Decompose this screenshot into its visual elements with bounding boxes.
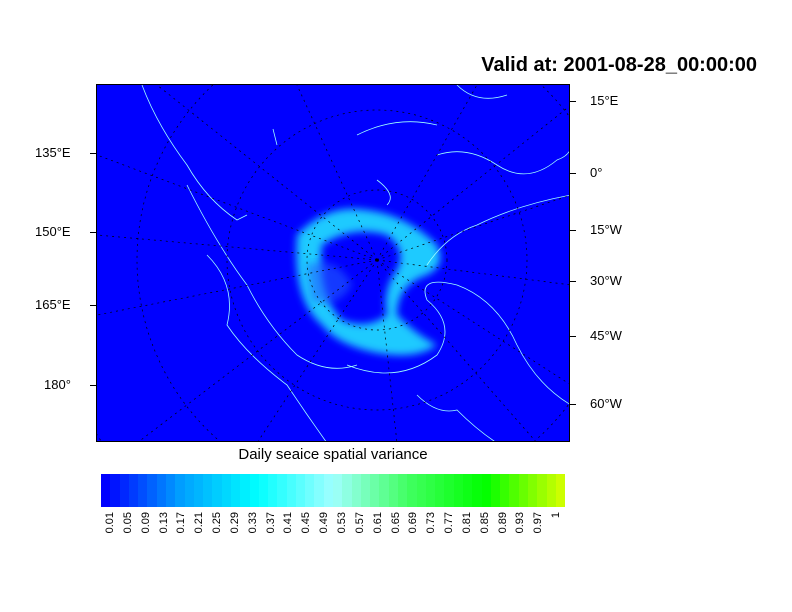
colorbar-label: 0.21 — [193, 512, 206, 534]
colorbar-label: 0.33 — [246, 512, 259, 534]
colorbar-box — [407, 474, 417, 507]
colorbar-box — [472, 474, 482, 507]
colorbar-box — [305, 474, 315, 507]
colorbar-box — [398, 474, 408, 507]
colorbar-box — [527, 474, 538, 507]
colorbar-box — [268, 474, 278, 507]
colorbar-label: 0.05 — [121, 512, 134, 534]
colorbar-box — [221, 474, 231, 507]
colorbar-label: 0.29 — [228, 512, 241, 534]
colorbar-box — [555, 474, 566, 507]
colorbar-label: 0.45 — [300, 512, 313, 534]
colorbar-box — [500, 474, 510, 507]
colorbar-box — [277, 474, 287, 507]
colorbar-box — [509, 474, 519, 507]
colorbar-box — [110, 474, 120, 507]
colorbar-box — [295, 474, 306, 507]
colorbar-label: 0.01 — [104, 512, 116, 534]
colorbar-box — [128, 474, 139, 507]
colorbar-label: 0.61 — [371, 512, 384, 534]
colorbar-label: 0.73 — [425, 512, 438, 534]
colorbar-label: 0.69 — [407, 512, 420, 534]
graticule — [97, 85, 569, 441]
colorbar-box — [258, 474, 269, 507]
colorbar-label: 0.81 — [460, 512, 473, 534]
colorbar — [101, 474, 566, 507]
sea-ice-field — [296, 208, 441, 356]
lon-label-left: 180° — [44, 377, 71, 392]
colorbar-box — [165, 474, 176, 507]
colorbar-box — [342, 474, 352, 507]
colorbar-box — [370, 474, 380, 507]
colorbar-box — [435, 474, 445, 507]
map-svg — [97, 85, 569, 441]
colorbar-box — [240, 474, 250, 507]
colorbar-title: Daily seaice spatial variance — [238, 446, 428, 463]
colorbar-box — [175, 474, 185, 507]
lon-label-right: 15°W — [590, 222, 622, 237]
colorbar-label: 0.17 — [175, 512, 188, 534]
lon-label-right: 30°W — [590, 273, 622, 288]
colorbar-label: 0.13 — [157, 512, 170, 534]
lon-label-right: 45°W — [590, 328, 622, 343]
colorbar-label: 0.85 — [478, 512, 491, 534]
colorbar-box — [119, 474, 129, 507]
colorbar-label: 0.09 — [139, 512, 152, 534]
colorbar-box — [323, 474, 334, 507]
colorbar-box — [314, 474, 324, 507]
colorbar-label: 0.53 — [336, 512, 348, 534]
colorbar-box — [193, 474, 204, 507]
colorbar-box — [286, 474, 296, 507]
colorbar-box — [230, 474, 241, 507]
lon-label-right: 0° — [590, 165, 603, 180]
colorbar-box — [416, 474, 426, 507]
colorbar-box — [453, 474, 463, 507]
colorbar-label: 0.41 — [282, 512, 295, 534]
colorbar-labels: 0.01 0.05 0.09 0.13 0.17 0.21 0.25 0.29 0.33 0.37… — [101, 512, 565, 562]
colorbar-box — [388, 474, 398, 507]
colorbar-box — [101, 474, 111, 507]
colorbar-label: 0.37 — [264, 512, 277, 534]
colorbar-box — [360, 474, 371, 507]
lon-label-left: 150°E — [35, 224, 71, 239]
colorbar-box — [138, 474, 148, 507]
colorbar-label: 0.49 — [318, 512, 331, 534]
colorbar-label: 0.77 — [443, 512, 456, 534]
map-panel — [96, 84, 570, 442]
colorbar-box — [518, 474, 528, 507]
colorbar-label: 0.97 — [532, 512, 545, 534]
colorbar-label: 0.93 — [514, 512, 527, 534]
colorbar-box — [462, 474, 473, 507]
lon-label-right: 60°W — [590, 396, 622, 411]
colorbar-box — [156, 474, 166, 507]
colorbar-box — [249, 474, 259, 507]
colorbar-box — [333, 474, 343, 507]
colorbar-box — [147, 474, 157, 507]
colorbar-box — [425, 474, 436, 507]
colorbar-box — [184, 474, 194, 507]
colorbar-box — [490, 474, 501, 507]
colorbar-label: 0.89 — [496, 512, 509, 534]
lon-label-left: 165°E — [35, 297, 71, 312]
lon-label-left: 135°E — [35, 145, 71, 160]
colorbar-box — [379, 474, 389, 507]
colorbar-box — [444, 474, 454, 507]
colorbar-label: 0.57 — [353, 512, 366, 534]
colorbar-box — [212, 474, 222, 507]
colorbar-label: 1 — [550, 512, 563, 519]
colorbar-label: 0.25 — [211, 512, 224, 534]
plot-title: Valid at: 2001-08-28_00:00:00 — [481, 54, 757, 76]
colorbar-box — [351, 474, 361, 507]
colorbar-label: 0.65 — [389, 512, 402, 534]
colorbar-box — [203, 474, 213, 507]
lon-label-right: 15°E — [590, 93, 619, 108]
colorbar-box — [481, 474, 491, 507]
colorbar-box — [537, 474, 547, 507]
colorbar-box — [546, 474, 556, 507]
